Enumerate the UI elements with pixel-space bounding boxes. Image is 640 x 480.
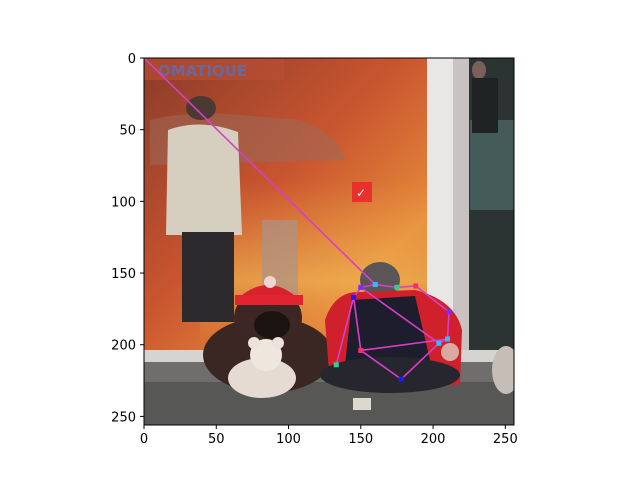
pose-keypoint: [445, 336, 451, 342]
y-tick-label: 100: [111, 195, 136, 210]
x-tick-label: 150: [348, 432, 373, 447]
y-tick-label: 250: [111, 410, 136, 425]
pose-keypoint: [358, 284, 364, 290]
pose-limb: [396, 285, 416, 289]
svg-text:✓: ✓: [356, 186, 366, 200]
y-tick-label: 0: [128, 52, 136, 67]
y-axis: 0 50 100 150 200 250: [111, 52, 144, 425]
pose-keypoint: [358, 347, 364, 353]
pose-limb: [352, 297, 362, 351]
pose-limb: [144, 58, 376, 286]
pose-limb: [446, 311, 450, 340]
pose-overlay: [144, 58, 452, 382]
pose-limb: [335, 297, 355, 365]
x-tick-label: 200: [421, 432, 446, 447]
pose-limb: [400, 342, 440, 380]
photo: OMATIQUE ✓: [144, 58, 514, 425]
x-tick-label: 0: [140, 432, 148, 447]
pose-keypoint: [372, 282, 378, 288]
y-tick-label: 50: [119, 124, 136, 139]
y-tick-label: 150: [111, 267, 136, 282]
pose-keypoint: [394, 284, 400, 290]
pose-keypoint: [351, 294, 357, 300]
pose-limb: [375, 283, 398, 289]
pose-limb: [360, 338, 448, 352]
pose-keypoint: [333, 362, 339, 368]
pose-limb: [360, 286, 440, 344]
pose-keypoint: [398, 376, 404, 382]
sign-text: OMATIQUE: [158, 62, 247, 80]
x-axis: 0 50 100 150 200 250: [140, 425, 518, 447]
x-tick-label: 100: [276, 432, 301, 447]
y-tick-label: 200: [111, 339, 136, 354]
pose-keypoint: [446, 309, 452, 315]
axes-frame: [143, 57, 515, 426]
pose-limb: [360, 349, 402, 380]
pose-keypoint: [413, 283, 419, 289]
x-tick-label: 50: [208, 432, 225, 447]
x-tick-label: 250: [493, 432, 518, 447]
pose-limb: [415, 285, 450, 313]
pose-keypoint: [436, 340, 442, 346]
